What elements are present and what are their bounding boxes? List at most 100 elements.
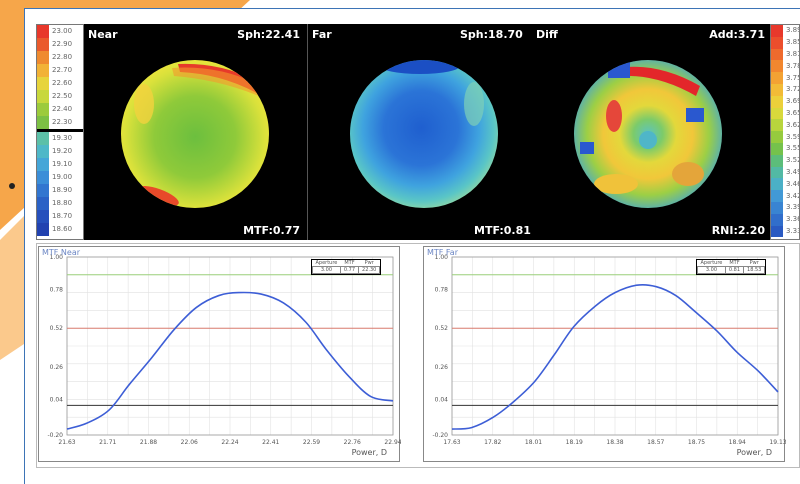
legend-row: 3.39 [771,201,799,214]
far-label: Far [312,28,332,41]
legend-swatch [37,145,49,158]
legend-swatch [771,95,783,108]
legend-swatch [37,77,49,90]
mtf-far-chart: 1.00 0.78 0.52 0.26 0.04 -0.20 17.63 17.82 18.01… [423,246,786,462]
far-mtf-value: MTF:0.81 [474,224,531,237]
legend-swatch [771,25,783,37]
near-label: Near [88,28,118,41]
mtf-curve [66,291,394,430]
legend-row: 18.80 [37,197,83,210]
legend-label: 18.60 [52,225,73,233]
x-tick-label: 18.94 [729,439,746,446]
legend-swatch [771,60,783,73]
x-axis-label: Power, D [352,448,387,457]
far-power-map [350,60,498,208]
legend-label: 3.55 [786,144,799,153]
legend-label: 3.69 [786,97,799,106]
info-header: Pwr [749,260,759,266]
chart-info-box: Aperture MTF Pwr 3.00 0.81 18.53 [696,259,767,275]
legend-label: 19.30 [52,134,73,142]
legend-swatch [771,36,783,49]
legend-swatch [771,225,783,238]
legend-label: 3.42 [786,191,799,200]
legend-swatch [37,132,49,145]
legend-label: 22.80 [52,53,73,61]
legend-label: 22.30 [52,118,73,126]
x-tick-label: 22.94 [384,439,401,446]
legend-label: 3.89 [786,26,799,35]
x-tick-label: 21.63 [58,439,75,446]
legend-row: 3.49 [771,166,799,179]
info-value: 22.30 [358,266,381,274]
legend-label: 19.10 [52,160,73,168]
legend-swatch [37,25,49,38]
legend-row: 3.36 [771,213,799,226]
legend-row: 3.33 [771,225,799,238]
legend-label: 22.90 [52,40,73,48]
y-tick-label: 0.04 [435,396,449,403]
legend-row: 22.80 [37,51,83,64]
info-value: 0.81 [724,266,745,274]
x-tick-label: 22.24 [221,439,238,446]
legend-row: 19.10 [37,158,83,171]
legend-row: 18.90 [37,184,83,197]
far-sph-value: Sph:18.70 [460,28,523,41]
legend-swatch [37,103,49,116]
legend-label: 3.49 [786,167,799,176]
legend-row: 22.90 [37,38,83,51]
x-tick-label: 18.38 [606,439,623,446]
legend-label: 3.65 [786,108,799,117]
x-tick-label: 18.57 [647,439,664,446]
info-value: 3.00 [312,266,341,274]
legend-swatch [771,142,783,155]
y-tick-label: -0.20 [47,432,63,439]
legend-label: 19.00 [52,173,73,181]
legend-swatch [771,166,783,179]
legend-swatch [771,178,783,191]
legend-swatch [37,38,49,51]
legend-swatch [771,201,783,214]
x-tick-label: 19.13 [769,439,786,446]
chart-info-box: Aperture MTF Pwr 3.00 0.77 22.30 [311,259,382,275]
legend-row: 3.46 [771,178,799,191]
legend-row: 3.78 [771,60,799,73]
legend-row [37,129,83,132]
legend-row: 3.52 [771,154,799,167]
legend-swatch [771,119,783,132]
x-tick-label: 22.59 [303,439,320,446]
legend-row: 3.42 [771,190,799,202]
x-tick-label: 17.63 [443,439,460,446]
y-tick-label: 1.00 [50,254,64,261]
legend-swatch [771,154,783,167]
legend-swatch [37,197,49,210]
x-tick-label: 17.82 [484,439,501,446]
mtf-curve [451,283,779,430]
legend-label: 22.70 [52,66,73,74]
legend-label: 3.33 [786,226,799,235]
near-power-map [121,60,269,208]
legend-swatch [37,223,49,236]
legend-row: 19.30 [37,132,83,145]
legend-row: 3.89 [771,25,799,37]
legend-label: 3.78 [786,61,799,70]
legend-row: 3.85 [771,36,799,49]
legend-row: 22.60 [37,77,83,90]
legend-swatch [771,131,783,143]
legend-label: 23.00 [52,27,73,35]
legend-row: 18.60 [37,223,83,236]
legend-label: 18.80 [52,199,73,207]
near-mtf-value: MTF:0.77 [243,224,300,237]
legend-swatch [37,90,49,103]
legend-row: 22.30 [37,116,83,129]
legend-row: 19.00 [37,171,83,184]
add-value: Add:3.71 [709,28,765,41]
legend-swatch [771,72,783,84]
legend-label: 18.70 [52,212,73,220]
info-header: Aperture [700,260,723,266]
x-tick-label: 18.01 [525,439,542,446]
legend-swatch [771,213,783,226]
legend-swatch [771,83,783,96]
info-value: 3.00 [697,266,726,274]
legend-label: 3.85 [786,38,799,47]
y-tick-label: -0.20 [432,432,448,439]
